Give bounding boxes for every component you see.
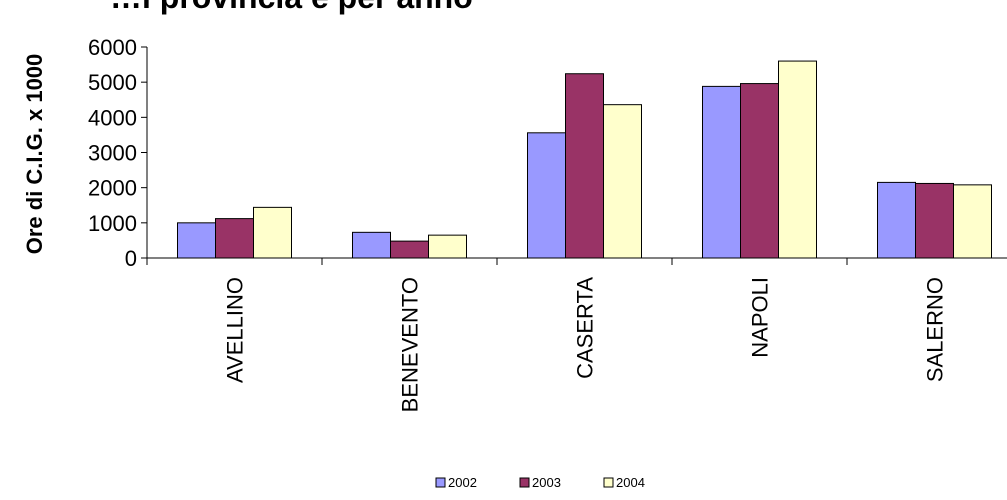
y-tick-label: 4000 — [88, 105, 137, 130]
chart-title: …i provincia e per anno — [110, 0, 473, 15]
legend-label-2002: 2002 — [448, 475, 477, 490]
y-tick-label: 0 — [125, 246, 137, 271]
legend-label-2003: 2003 — [532, 475, 561, 490]
y-axis-label-group: Ore di C.I.G. x 1000 — [22, 54, 47, 255]
y-tick-label: 6000 — [88, 35, 137, 60]
legend-swatch-2003 — [519, 477, 530, 488]
y-tick-label: 2000 — [88, 176, 137, 201]
bar-2004-avellino — [253, 206, 292, 259]
bar-2002-napoli — [702, 85, 741, 259]
x-tick-label: CASERTA — [573, 277, 598, 379]
bar-2002-caserta — [527, 132, 566, 259]
legend-swatch-2004 — [603, 477, 614, 488]
x-tick-label: BENEVENTO — [398, 277, 423, 412]
y-tick-label: 5000 — [88, 70, 137, 95]
chart-title-group: …i provincia e per anno — [110, 0, 473, 15]
bar-2002-benevento — [352, 231, 391, 259]
y-axis-label: Ore di C.I.G. x 1000 — [22, 54, 47, 255]
x-tick-label: SALERNO — [923, 277, 948, 382]
x-ticks-group: AVELLINO BENEVENTO CASERTA NAPOLI SALERNO — [146, 258, 948, 412]
bar-2004-caserta — [603, 104, 642, 259]
bar-2003-benevento — [390, 240, 429, 259]
bar-2004-salerno — [953, 184, 992, 259]
legend-swatch-2002 — [435, 477, 446, 488]
bar-2004-benevento — [428, 234, 467, 259]
bars-group — [177, 60, 992, 259]
bar-2002-avellino — [177, 222, 216, 259]
bar-2003-avellino — [215, 218, 254, 259]
bar-2003-caserta — [565, 73, 604, 259]
y-tick-label: 3000 — [88, 141, 137, 166]
x-tick-label: NAPOLI — [748, 277, 773, 358]
bar-2002-salerno — [877, 181, 916, 259]
x-tick-label: AVELLINO — [223, 277, 248, 383]
legend-label-2004: 2004 — [616, 475, 645, 490]
y-tick-label: 1000 — [88, 211, 137, 236]
bar-2003-salerno — [915, 182, 954, 259]
legend: 2002 2003 2004 — [435, 475, 645, 490]
bar-2004-napoli — [778, 60, 817, 259]
bar-2003-napoli — [740, 83, 779, 259]
y-ticks-group: 0 1000 2000 3000 4000 5000 6000 — [88, 35, 147, 271]
